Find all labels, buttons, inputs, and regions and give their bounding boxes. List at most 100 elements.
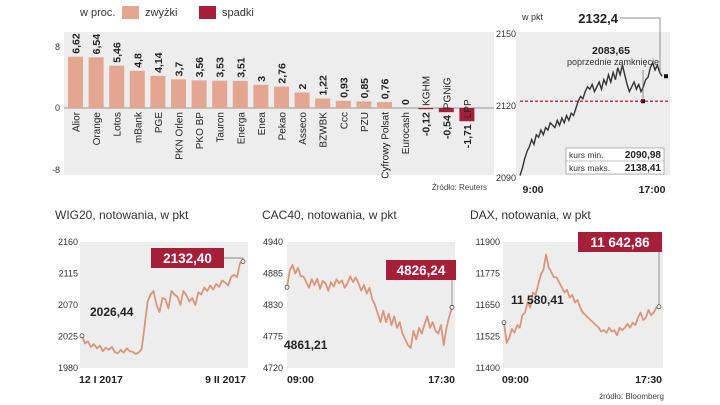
value-label: 3,7 — [174, 62, 186, 77]
last-value-leader — [620, 17, 661, 75]
legend-unit: w proc. — [79, 7, 115, 19]
ytick-label: 2070 — [58, 300, 78, 310]
start-value-label: 2026,44 — [90, 305, 134, 319]
value-label: 2 — [297, 84, 309, 90]
intraday-series-line — [519, 60, 663, 176]
ytick-label: 2025 — [58, 332, 78, 342]
bar — [109, 65, 125, 108]
ytick-label: 2090 — [496, 173, 516, 183]
end-value-leader — [224, 257, 244, 260]
category-label: Orange — [92, 112, 103, 146]
bar — [438, 108, 454, 113]
value-label: 0,76 — [380, 79, 392, 100]
end-value-label: 4826,24 — [397, 263, 446, 278]
category-label: Eurocash — [401, 112, 412, 154]
xtick-label: 09:00 — [287, 374, 314, 386]
bar — [315, 98, 331, 108]
source-bloomberg: źródło: Bloomberg — [599, 392, 664, 401]
value-label: -0,12 — [421, 112, 433, 136]
ytick-label: 0 — [55, 103, 60, 113]
category-label: Tauron — [216, 112, 227, 143]
bar — [418, 108, 434, 110]
value-label: 6,62 — [71, 33, 83, 54]
ytick-label: 2160 — [58, 237, 78, 247]
ytick-label: 11400 — [476, 363, 500, 373]
value-label: 1,22 — [318, 75, 330, 96]
max-label: kurs maks. — [569, 163, 610, 173]
bar — [377, 102, 392, 108]
category-label: PGE — [154, 112, 165, 133]
legend-loss-swatch — [199, 6, 216, 19]
start-point-marker — [501, 320, 507, 326]
category-label: Ccc — [339, 112, 350, 129]
bar — [294, 92, 310, 108]
xtick-label: 17:30 — [428, 374, 455, 386]
ytick-label: 4720 — [263, 363, 283, 373]
bar — [68, 56, 83, 108]
ytick-label: 2120 — [496, 101, 516, 111]
bar — [129, 70, 145, 108]
bar — [88, 57, 104, 108]
value-label: 4,14 — [153, 52, 165, 73]
intraday-unit: w pkt — [521, 12, 544, 22]
category-label: Cyfrowy Polsat — [381, 112, 392, 179]
category-label: Energa — [236, 112, 247, 145]
bar — [191, 80, 207, 108]
ytick-label: 4830 — [263, 300, 283, 310]
ytick-label: 11900 — [476, 237, 500, 247]
cac40-chart: CAC40, notowania, w pkt 4940 4885 4830 4775… — [262, 208, 456, 386]
value-label: -0,54 — [441, 115, 453, 139]
prev-close-label: poprzednie zamknięcie — [567, 57, 659, 67]
category-label: Alior — [72, 111, 83, 132]
bar — [335, 100, 351, 108]
bar — [232, 80, 248, 108]
end-value-label: 11 642,86 — [590, 235, 650, 250]
min-label: kurs min. — [569, 150, 603, 160]
start-point-marker — [79, 333, 85, 339]
components-bar-chart: 8 0 -8 6,62 Alior 6,54 Orange 5,46 Lotos 4,8 mBan… — [52, 32, 494, 192]
ytick-label: 11775 — [476, 269, 500, 279]
category-label: PKN Orlen — [175, 112, 186, 160]
ytick-label: 11650 — [476, 300, 500, 310]
value-label: 6,54 — [91, 34, 103, 55]
xtick-label: 17:30 — [635, 374, 662, 386]
category-label: PGNiG — [442, 77, 453, 109]
end-value-badge — [386, 260, 456, 280]
ytick-label: 2150 — [496, 29, 516, 39]
wig20-history-title: WIG20, notowania, w pkt — [55, 208, 189, 222]
cac40-title: CAC40, notowania, w pkt — [262, 208, 397, 222]
series-line — [286, 264, 453, 349]
xtick-label: 17:00 — [639, 184, 666, 196]
value-label: 3 — [256, 76, 268, 82]
min-value: 2090,98 — [625, 150, 662, 161]
value-label: 3,56 — [194, 57, 206, 78]
value-label: 0 — [400, 99, 412, 105]
series-line — [81, 260, 244, 355]
category-label: mBank — [133, 111, 144, 143]
category-label: Enea — [257, 112, 268, 136]
xtick-label: 12 I 2017 — [79, 374, 123, 386]
bar — [171, 79, 186, 108]
value-label: 0,93 — [338, 77, 350, 98]
xtick-label: 9 II 2017 — [205, 374, 246, 386]
category-label: Lotos — [113, 112, 124, 136]
category-label: Pekao — [278, 112, 289, 141]
legend-gain-label: zwyżki — [145, 7, 177, 19]
wig20-intraday-chart: w pkt 2150 2120 2090 9:00 17:00 2132,4 2083,65… — [496, 11, 670, 196]
category-label: BZWBK — [319, 112, 330, 148]
category-label: PZU — [360, 112, 371, 132]
category-label: PKO BP — [195, 112, 206, 150]
last-point-marker — [664, 74, 668, 79]
value-label: 0,85 — [359, 78, 371, 99]
end-value-badge — [151, 248, 224, 268]
value-label: 5,46 — [112, 42, 124, 63]
end-value-badge — [578, 232, 662, 252]
bar — [253, 84, 269, 108]
ytick-label: 4775 — [263, 332, 283, 342]
value-label: 3,53 — [215, 57, 227, 78]
source-reuters: Źródło: Reuters — [432, 183, 487, 192]
series-line — [503, 253, 660, 344]
dax-chart: DAX, notowania, w pkt 11900 11775 11650 115… — [470, 208, 663, 386]
end-point-marker — [656, 304, 662, 310]
